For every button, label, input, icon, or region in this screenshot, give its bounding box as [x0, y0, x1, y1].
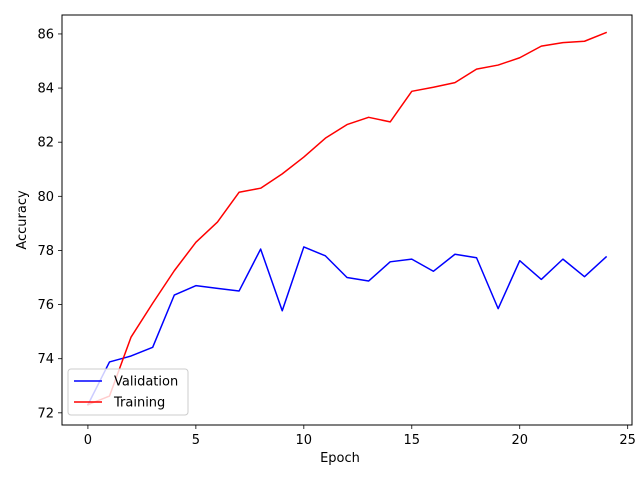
- series-line-validation: [86, 246, 608, 406]
- y-tick-label: 76: [37, 298, 54, 313]
- legend-label-training: Training: [113, 396, 165, 411]
- axes-frame: [61, 14, 633, 426]
- y-tick-label: 72: [37, 406, 54, 421]
- x-axis-label: Epoch: [320, 451, 360, 466]
- series-line-training: [86, 31, 608, 406]
- y-ticks: 72 74 76 78 80 82 84 86: [37, 27, 62, 421]
- x-tick-label: 25: [619, 433, 636, 448]
- y-tick-label: 80: [37, 190, 54, 205]
- legend-label-validation: Validation: [114, 375, 178, 390]
- y-tick-label: 86: [37, 27, 54, 42]
- y-axis-label: Accuracy: [15, 190, 30, 250]
- x-tick-label: 20: [511, 433, 528, 448]
- x-tick-label: 5: [192, 433, 200, 448]
- x-ticks: 0 5 10 15 20 25: [84, 425, 636, 448]
- y-tick-label: 84: [37, 82, 54, 97]
- x-tick-label: 10: [296, 433, 313, 448]
- legend: Validation Training: [67, 368, 189, 416]
- series-layer: [86, 31, 608, 406]
- y-tick-label: 82: [37, 136, 54, 151]
- y-tick-label: 74: [37, 352, 54, 367]
- x-tick-label: 0: [84, 433, 92, 448]
- x-tick-label: 15: [403, 433, 420, 448]
- y-tick-label: 78: [37, 244, 54, 259]
